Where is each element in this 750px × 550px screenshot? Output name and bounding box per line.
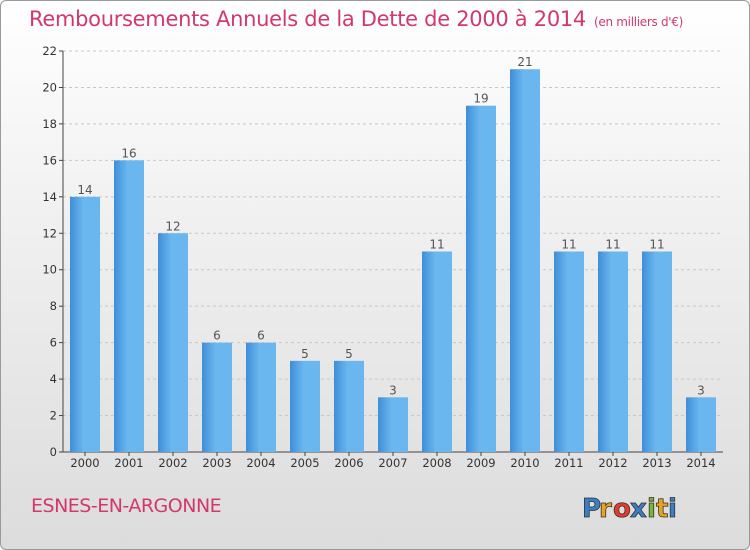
y-tick-label: 12 bbox=[42, 226, 57, 240]
bar-value-label: 16 bbox=[121, 146, 136, 160]
bar-value-label: 12 bbox=[165, 219, 180, 233]
x-tick-label: 2005 bbox=[290, 456, 319, 470]
y-tick-label: 10 bbox=[42, 263, 57, 277]
x-tick-label: 2008 bbox=[422, 456, 451, 470]
y-tick-label: 6 bbox=[50, 336, 57, 350]
x-tick-label: 2013 bbox=[642, 456, 671, 470]
x-tick-label: 2009 bbox=[466, 456, 495, 470]
y-tick-label: 14 bbox=[42, 190, 57, 204]
bar bbox=[686, 397, 716, 452]
bar bbox=[510, 69, 540, 453]
bar-value-label: 5 bbox=[345, 347, 353, 361]
bar bbox=[202, 342, 232, 452]
bar bbox=[466, 105, 496, 452]
x-tick-label: 2000 bbox=[70, 456, 99, 470]
y-tick-label: 18 bbox=[42, 117, 57, 131]
bar bbox=[290, 360, 320, 452]
x-tick-label: 2004 bbox=[246, 456, 275, 470]
bar-value-label: 11 bbox=[561, 238, 576, 252]
bar-value-label: 11 bbox=[605, 238, 620, 252]
logo-letter: i bbox=[668, 494, 677, 524]
x-tick-label: 2014 bbox=[686, 456, 715, 470]
x-tick-label: 2012 bbox=[598, 456, 627, 470]
y-tick-label: 20 bbox=[42, 80, 57, 94]
bar bbox=[642, 251, 672, 452]
x-tick-label: 2002 bbox=[158, 456, 187, 470]
bar-value-label: 6 bbox=[257, 329, 265, 343]
y-tick-label: 8 bbox=[50, 299, 57, 313]
bar bbox=[158, 233, 188, 452]
tick-labels: 0 2 4 6 8 10 12 14 16 18 20 22 2000 2001 2002 2003 2004 2… bbox=[42, 44, 715, 470]
bar-value-label: 3 bbox=[389, 383, 397, 397]
proxiti-logo: Pr o x i t i bbox=[582, 494, 678, 525]
logo-letter: x bbox=[630, 494, 647, 524]
bar-value-label: 5 bbox=[301, 347, 309, 361]
bar-value-label: 19 bbox=[473, 92, 488, 106]
bar-value-label: 14 bbox=[77, 183, 92, 197]
bar bbox=[70, 196, 100, 452]
x-tick-label: 2011 bbox=[554, 456, 583, 470]
value-labels: 14 16 12 6 6 5 5 3 11 19 21 11 11 11 3 bbox=[77, 55, 704, 397]
bar bbox=[554, 251, 584, 452]
bar bbox=[422, 251, 452, 452]
bar-value-label: 3 bbox=[697, 383, 705, 397]
bars bbox=[70, 69, 716, 453]
y-tick-label: 0 bbox=[50, 445, 57, 459]
chart-title-text: Remboursements Annuels de la Dette de 20… bbox=[29, 7, 586, 31]
bar bbox=[246, 342, 276, 452]
x-tick-label: 2001 bbox=[114, 456, 143, 470]
bar bbox=[598, 251, 628, 452]
bar-value-label: 11 bbox=[429, 238, 444, 252]
logo-letter: P bbox=[582, 494, 601, 524]
logo-letter: r bbox=[599, 494, 612, 524]
x-tick-label: 2003 bbox=[202, 456, 231, 470]
x-tick-label: 2010 bbox=[510, 456, 539, 470]
logo-letter: t bbox=[656, 494, 668, 524]
x-tick-label: 2006 bbox=[334, 456, 363, 470]
bar-value-label: 6 bbox=[213, 329, 221, 343]
x-tick-label: 2007 bbox=[378, 456, 407, 470]
bar bbox=[334, 360, 364, 452]
chart-title: Remboursements Annuels de la Dette de 20… bbox=[29, 7, 683, 31]
y-tick-label: 22 bbox=[42, 44, 57, 58]
logo-letter: o bbox=[613, 494, 631, 524]
town-name: ESNES-EN-ARGONNE bbox=[31, 495, 222, 517]
y-tick-label: 16 bbox=[42, 153, 57, 167]
y-tick-label: 4 bbox=[50, 372, 57, 386]
bar-value-label: 11 bbox=[649, 238, 664, 252]
bar bbox=[378, 397, 408, 452]
bar bbox=[114, 160, 144, 452]
bar-value-label: 21 bbox=[517, 55, 532, 69]
chart-unit-note: (en milliers d'€) bbox=[594, 15, 684, 29]
logo-letter: i bbox=[647, 494, 656, 524]
y-tick-label: 2 bbox=[50, 409, 57, 423]
